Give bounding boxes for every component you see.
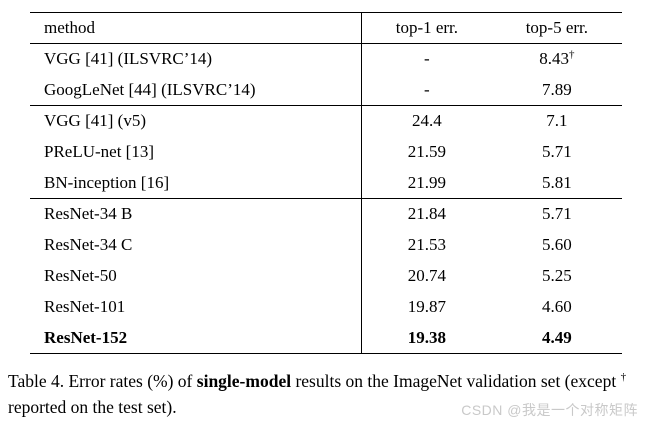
table-row: ResNet-34 C 21.53 5.60: [30, 229, 622, 261]
caption-bold: single-model: [196, 371, 292, 391]
table-group-resnet: ResNet-34 B 21.84 5.71 ResNet-34 C 21.53 5.60…: [30, 198, 622, 354]
method-cell: GoogLeNet [44] (ILSVRC’14): [30, 74, 363, 106]
method-cell: PReLU-net [13]: [30, 136, 363, 168]
top1-err-cell: 19.38: [407, 327, 446, 347]
table-row: ResNet-152 19.38 4.49: [30, 322, 622, 354]
top1-err-cell: -: [424, 79, 430, 99]
header-top5: top-5 err.: [525, 18, 589, 37]
header-method: method: [30, 12, 363, 44]
table-group-prior: VGG [41] (v5) 24.4 7.1 PReLU-net [13] 21.59 5…: [30, 105, 622, 199]
method-cell: ResNet-50: [30, 260, 363, 292]
table-row: ResNet-101 19.87 4.60: [30, 291, 622, 323]
dagger-symbol: †: [620, 371, 627, 384]
dagger-symbol: †: [569, 48, 575, 61]
top5-err-cell: 5.81: [542, 172, 572, 192]
results-table-container: method top-1 err. top-5 err. VGG [41] (I…: [30, 12, 622, 354]
table-row: PReLU-net [13] 21.59 5.71: [30, 136, 622, 168]
table-row: GoogLeNet [44] (ILSVRC’14) - 7.89: [30, 74, 622, 106]
method-cell: BN-inception [16]: [30, 167, 363, 199]
top5-err-cell: 8.43†: [539, 48, 575, 69]
watermark: CSDN @我是一个对称矩阵: [461, 402, 638, 418]
caption-text-3: reported on the test set).: [8, 397, 177, 417]
top5-err-cell: 5.71: [542, 142, 572, 161]
top5-err-cell: 7.89: [542, 79, 572, 99]
header-top1: top-1 err.: [395, 18, 459, 37]
top5-err-cell: 4.49: [542, 327, 572, 347]
method-cell: ResNet-34 B: [30, 198, 363, 230]
method-cell: ResNet-101: [30, 291, 363, 323]
top1-err-cell: 21.59: [407, 142, 446, 161]
top1-err-cell: 21.99: [407, 172, 446, 192]
top1-err-cell: 19.87: [407, 297, 446, 316]
method-cell: VGG [41] (ILSVRC’14): [30, 43, 363, 75]
table-row: ResNet-34 B 21.84 5.71: [30, 198, 622, 230]
top5-err-cell: 5.60: [542, 235, 572, 254]
table-header: method top-1 err. top-5 err.: [30, 12, 622, 44]
top1-err-cell: 24.4: [412, 111, 442, 131]
results-table: method top-1 err. top-5 err. VGG [41] (I…: [30, 12, 622, 354]
top5-err-cell: 7.1: [546, 111, 568, 131]
top1-err-cell: 21.84: [407, 204, 446, 224]
top1-err-cell: -: [424, 49, 430, 69]
method-cell: ResNet-152: [30, 322, 363, 354]
table-row: BN-inception [16] 21.99 5.81: [30, 167, 622, 199]
table-row: ResNet-50 20.74 5.25: [30, 260, 622, 292]
table-row: VGG [41] (ILSVRC’14) - 8.43†: [30, 43, 622, 75]
method-cell: VGG [41] (v5): [30, 105, 363, 137]
top5-err-cell: 5.71: [542, 204, 572, 224]
caption-text-2: results on the ImageNet validation set (…: [291, 371, 621, 391]
top1-err-cell: 21.53: [407, 235, 446, 254]
caption-text-1: Table 4. Error rates (%) of: [8, 371, 197, 391]
header-row: method top-1 err. top-5 err.: [30, 12, 622, 44]
top5-err-cell: 4.60: [542, 297, 572, 316]
method-cell: ResNet-34 C: [30, 229, 363, 261]
table-caption: Table 4. Error rates (%) of single-model…: [8, 368, 636, 420]
top1-err-cell: 20.74: [407, 266, 446, 285]
top5-err-cell: 5.25: [542, 266, 572, 285]
table-group-baseline: VGG [41] (ILSVRC’14) - 8.43† GoogLeNet [44]…: [30, 43, 622, 106]
table-row: VGG [41] (v5) 24.4 7.1: [30, 105, 622, 137]
